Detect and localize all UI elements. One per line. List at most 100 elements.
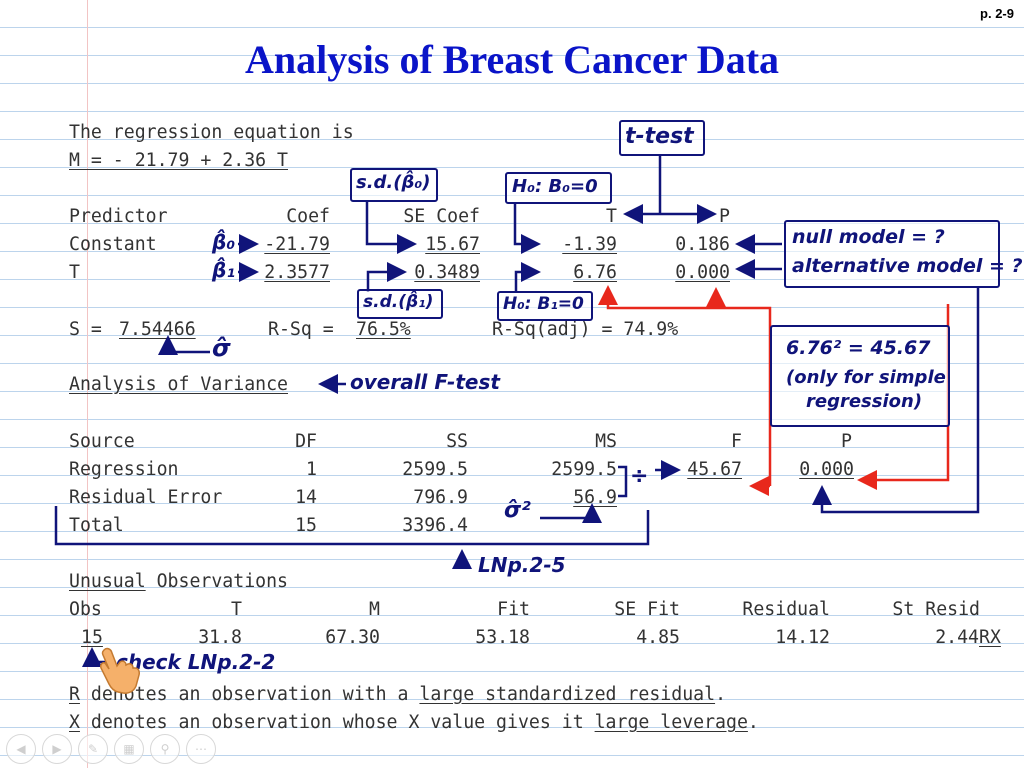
unusual-row-t: 31.8 — [198, 627, 242, 648]
anova-row-total-ss: 3396.4 — [402, 515, 468, 536]
coef-row-t-coef: 2.3577 — [264, 262, 330, 283]
anova-row-regression-ss: 2599.5 — [402, 459, 468, 480]
footnote-x: X denotes an observation whose X value g… — [69, 712, 759, 734]
unusual-row-residual: 14.12 — [775, 627, 830, 648]
check-lnp22-label: check LNp.2-2 — [116, 650, 276, 674]
lnp25-arrow — [452, 549, 472, 569]
anova-header-ms: MS — [595, 431, 617, 452]
coef-row-constant-coef: -21.79 — [264, 234, 330, 255]
divide-label: ÷ — [630, 464, 649, 489]
sigma2-arrow — [540, 503, 602, 523]
coef-row-constant-t: -1.39 — [562, 234, 617, 255]
unusual-heading-rest: Observations — [145, 571, 289, 592]
f-note-line2: (only for simple — [786, 367, 946, 388]
rsq-value: 76.5% — [356, 319, 411, 340]
anova-row-residual-df: 14 — [295, 487, 317, 508]
unusual-header-t: T — [231, 599, 242, 620]
unusual-row-m: 67.30 — [325, 627, 380, 648]
coef-header-t: T — [606, 206, 617, 227]
h0-b1-label: H₀: B₁=0 — [503, 294, 584, 314]
page-number: p. 2-9 — [980, 6, 1014, 21]
anova-row-residual-source: Residual Error — [69, 487, 223, 508]
footnote-x-emph: large leverage — [594, 712, 748, 733]
anova-row-residual-ss: 796.9 — [413, 487, 468, 508]
anova-row-total-df: 15 — [295, 515, 317, 536]
anova-row-regression-p: 0.000 — [799, 459, 854, 480]
t-test-label: t-test — [625, 124, 694, 149]
anova-row-total-source: Total — [69, 515, 124, 536]
regression-equation: M = - 21.79 + 2.36 T — [69, 150, 288, 171]
coef-row-t-t: 6.76 — [573, 262, 617, 283]
anova-header-source: Source — [69, 431, 135, 452]
anova-header-ss: SS — [446, 431, 468, 452]
anova-row-residual-ms: 56.9 — [573, 487, 617, 508]
more-icon[interactable]: ⋯ — [186, 734, 216, 764]
unusual-row-obs: 15 — [81, 627, 103, 648]
coef-row-constant-p: 0.186 — [675, 234, 730, 255]
anova-header-df: DF — [295, 431, 317, 452]
unusual-heading: Unusual Observations — [69, 571, 288, 593]
pages-icon[interactable]: ▦ — [114, 734, 144, 764]
pointer-hand-icon — [100, 647, 140, 694]
unusual-header-st-resid: St Resid — [892, 599, 980, 620]
footnote-x-letter: X — [69, 712, 80, 733]
viewer-toolbar: ◀ ▶ ✎ ▦ ⚲ ⋯ — [6, 734, 216, 764]
anova-row-regression-f: 45.67 — [687, 459, 742, 480]
lnp25-label: LNp.2-5 — [478, 553, 566, 577]
s-value: 7.54466 — [119, 319, 196, 340]
footnote-r: R denotes an observation with a large st… — [69, 684, 726, 706]
pen-icon[interactable]: ✎ — [78, 734, 108, 764]
footnote-r-end: . — [715, 684, 727, 705]
h0-b0-box: H₀: B₀=0 — [505, 172, 612, 204]
unusual-header-se-fit: SE Fit — [614, 599, 680, 620]
regression-intro: The regression equation is — [69, 122, 354, 143]
coef-row-t-p: 0.000 — [675, 262, 730, 283]
unusual-row-fit: 53.18 — [475, 627, 530, 648]
unusual-row-st-resid: 2.44 — [935, 627, 979, 648]
coef-row-t-predictor: T — [69, 262, 80, 283]
sigma-hat-label: σ̂ — [212, 334, 231, 362]
anova-row-regression-ms: 2599.5 — [551, 459, 617, 480]
footnote-x-end: . — [747, 712, 759, 733]
anova-header-f: F — [731, 431, 742, 452]
sigma-hat-arrow — [158, 335, 210, 355]
coef-row-constant-predictor: Constant — [69, 234, 157, 255]
footnote-r-letter: R — [69, 684, 80, 705]
page-title: Analysis of Breast Cancer Data — [244, 37, 780, 82]
s-label: S = — [69, 319, 102, 340]
h0-b1-box: H₀: B₁=0 — [497, 291, 593, 321]
null-model-label: null model = ? — [792, 226, 945, 248]
sd-b0-box: s.d.(β̂₀) — [350, 168, 438, 202]
model-question-box: null model = ? alternative model = ? — [784, 220, 1023, 288]
footnote-r-emph: large standardized residual — [419, 684, 716, 705]
next-icon[interactable]: ▶ — [42, 734, 72, 764]
overall-f-label: overall F-test — [350, 370, 500, 394]
divide-brace — [618, 465, 628, 498]
coef-header-se-coef: SE Coef — [403, 206, 480, 227]
alt-model-label: alternative model = ? — [792, 255, 1023, 277]
h0-b0-label: H₀: B₀=0 — [512, 176, 598, 197]
unusual-header-obs: Obs — [69, 599, 102, 620]
f-note-box: 6.76² = 45.67 (only for simple regressio… — [770, 325, 950, 427]
total-bracket — [54, 506, 650, 546]
zoom-icon[interactable]: ⚲ — [150, 734, 180, 764]
f-note-line3: regression) — [806, 391, 923, 412]
unusual-heading-underlined: Unusual — [69, 571, 146, 592]
coef-header-p: P — [719, 206, 730, 227]
sd-b0-label: s.d.(β̂₀) — [356, 172, 431, 193]
anova-header-p: P — [841, 431, 852, 452]
unusual-header-residual: Residual — [742, 599, 830, 620]
footnote-r-text: denotes an observation with a — [79, 684, 420, 705]
coef-header-coef: Coef — [286, 206, 330, 227]
sd-b1-box: s.d.(β̂₁) — [357, 289, 443, 319]
sigma2-hat-label: σ̂² — [504, 498, 531, 523]
anova-row-regression-source: Regression — [69, 459, 179, 480]
t-test-box: t-test — [619, 120, 705, 156]
f-note-line1: 6.76² = 45.67 — [786, 337, 931, 359]
anova-heading: Analysis of Variance — [69, 374, 288, 395]
unusual-row-flag: RX — [979, 627, 1001, 648]
coef-row-constant-se: 15.67 — [425, 234, 480, 255]
unusual-header-m: M — [369, 599, 380, 620]
prev-icon[interactable]: ◀ — [6, 734, 36, 764]
b1-hat-label: β̂₁ — [212, 258, 236, 282]
